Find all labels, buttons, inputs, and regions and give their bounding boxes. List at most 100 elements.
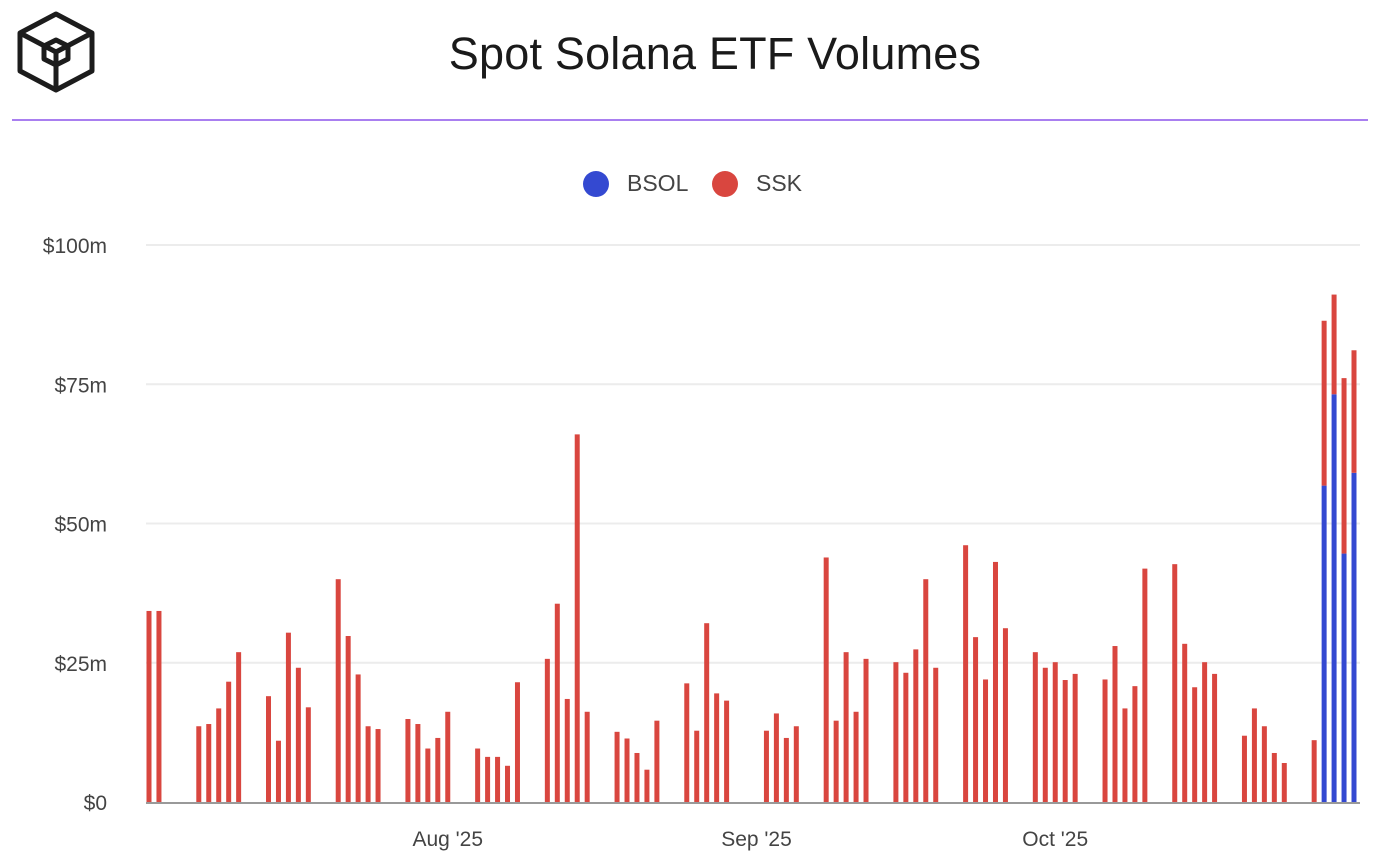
bar-ssk bbox=[435, 737, 441, 802]
bar-ssk bbox=[1311, 740, 1317, 802]
bar-ssk bbox=[445, 711, 451, 802]
bar-ssk bbox=[1212, 673, 1218, 802]
bar-ssk bbox=[1072, 673, 1078, 802]
bar-ssk bbox=[564, 698, 570, 802]
bar-ssk bbox=[763, 730, 769, 802]
y-tick-label: $100m bbox=[43, 235, 107, 258]
bar-bsol bbox=[1321, 485, 1327, 802]
bar-ssk bbox=[305, 707, 311, 802]
bar-ssk bbox=[345, 636, 351, 802]
bar-ssk bbox=[1321, 320, 1327, 486]
bar-ssk bbox=[216, 708, 222, 802]
bar-ssk bbox=[206, 724, 212, 802]
bar-ssk bbox=[654, 720, 660, 802]
bar-ssk bbox=[903, 672, 909, 802]
bar-ssk bbox=[1102, 679, 1108, 802]
x-tick-label: Sep '25 bbox=[721, 828, 792, 851]
bar-ssk bbox=[425, 748, 431, 802]
bar-ssk bbox=[405, 719, 411, 802]
bar-ssk bbox=[1112, 646, 1118, 802]
bar-ssk bbox=[1052, 662, 1058, 802]
bar-ssk bbox=[584, 711, 590, 802]
legend-swatch-bsol bbox=[583, 170, 609, 197]
bar-ssk bbox=[1351, 350, 1357, 473]
bar-ssk bbox=[365, 726, 371, 802]
bar-ssk bbox=[1241, 735, 1247, 802]
title-divider bbox=[12, 119, 1368, 121]
bar-ssk bbox=[1182, 643, 1188, 802]
legend-label-bsol: BSOL bbox=[627, 170, 689, 196]
bar-ssk bbox=[1192, 687, 1198, 802]
x-tick-label: Aug '25 bbox=[412, 828, 483, 851]
bar-ssk bbox=[295, 667, 301, 802]
bar-ssk bbox=[853, 711, 859, 802]
bar-bsol bbox=[1341, 553, 1347, 802]
legend-item-bsol[interactable]: BSOL bbox=[583, 170, 688, 197]
bar-ssk bbox=[355, 674, 361, 802]
bar-ssk bbox=[275, 740, 281, 802]
legend-label-ssk: SSK bbox=[756, 170, 803, 196]
x-tick-label: Oct '25 bbox=[1022, 828, 1088, 851]
bar-ssk bbox=[933, 667, 939, 802]
bar-ssk bbox=[196, 726, 202, 802]
bar-ssk bbox=[1032, 652, 1038, 802]
bar-ssk bbox=[773, 713, 779, 802]
bar-ssk bbox=[495, 756, 501, 802]
bar-ssk bbox=[614, 731, 620, 802]
bar-ssk bbox=[514, 682, 520, 802]
bar-ssk bbox=[156, 610, 162, 802]
bar-ssk bbox=[843, 652, 849, 802]
bar-ssk bbox=[973, 637, 979, 802]
bar-ssk bbox=[823, 557, 829, 802]
bar-ssk bbox=[375, 729, 381, 802]
bar-ssk bbox=[574, 434, 580, 802]
bar-ssk bbox=[236, 652, 242, 802]
bar-ssk bbox=[266, 696, 272, 802]
bar-ssk bbox=[475, 748, 481, 802]
bar-ssk bbox=[1132, 686, 1138, 802]
bar-ssk bbox=[833, 720, 839, 802]
bar-ssk bbox=[992, 561, 998, 802]
bar-ssk bbox=[554, 603, 560, 802]
bar-ssk bbox=[1341, 378, 1347, 554]
legend-swatch-ssk bbox=[712, 170, 738, 197]
bar-ssk bbox=[1002, 628, 1008, 802]
legend-item-ssk[interactable]: SSK bbox=[712, 170, 802, 197]
chart-legend: BSOL SSK bbox=[0, 170, 1380, 204]
bar-ssk bbox=[644, 769, 650, 802]
bar-bsol bbox=[1351, 472, 1357, 802]
bar-ssk bbox=[694, 730, 700, 802]
y-tick-label: $75m bbox=[54, 374, 107, 397]
bar-ssk bbox=[285, 632, 291, 802]
bar-ssk bbox=[684, 683, 690, 802]
bar-ssk bbox=[1251, 708, 1257, 802]
bar-ssk bbox=[505, 765, 511, 802]
bar-ssk bbox=[624, 738, 630, 802]
bar-ssk bbox=[963, 545, 969, 802]
bar-ssk bbox=[1042, 667, 1048, 802]
bar-ssk bbox=[485, 756, 491, 802]
bar-ssk bbox=[1202, 662, 1208, 802]
bar-ssk bbox=[863, 658, 869, 802]
bar-bsol bbox=[1331, 394, 1337, 802]
bar-ssk bbox=[1281, 763, 1287, 802]
chart-title: Spot Solana ETF Volumes bbox=[448, 28, 982, 79]
bar-ssk bbox=[146, 610, 152, 802]
cube-logo-icon bbox=[17, 11, 95, 93]
bar-ssk bbox=[793, 726, 799, 802]
bar-ssk bbox=[226, 681, 232, 802]
bar-ssk bbox=[983, 679, 989, 802]
bar-ssk bbox=[714, 693, 720, 802]
y-tick-label: $0 bbox=[84, 792, 107, 815]
y-tick-label: $25m bbox=[54, 653, 107, 676]
bar-ssk bbox=[724, 700, 730, 802]
bar-ssk bbox=[1261, 726, 1267, 802]
bar-ssk bbox=[1142, 568, 1148, 802]
bar-ssk bbox=[923, 579, 929, 802]
y-tick-label: $50m bbox=[54, 514, 107, 537]
bar-ssk bbox=[335, 579, 341, 802]
bar-ssk bbox=[415, 724, 421, 802]
bar-ssk bbox=[1172, 564, 1178, 802]
bar-ssk bbox=[1122, 708, 1128, 802]
